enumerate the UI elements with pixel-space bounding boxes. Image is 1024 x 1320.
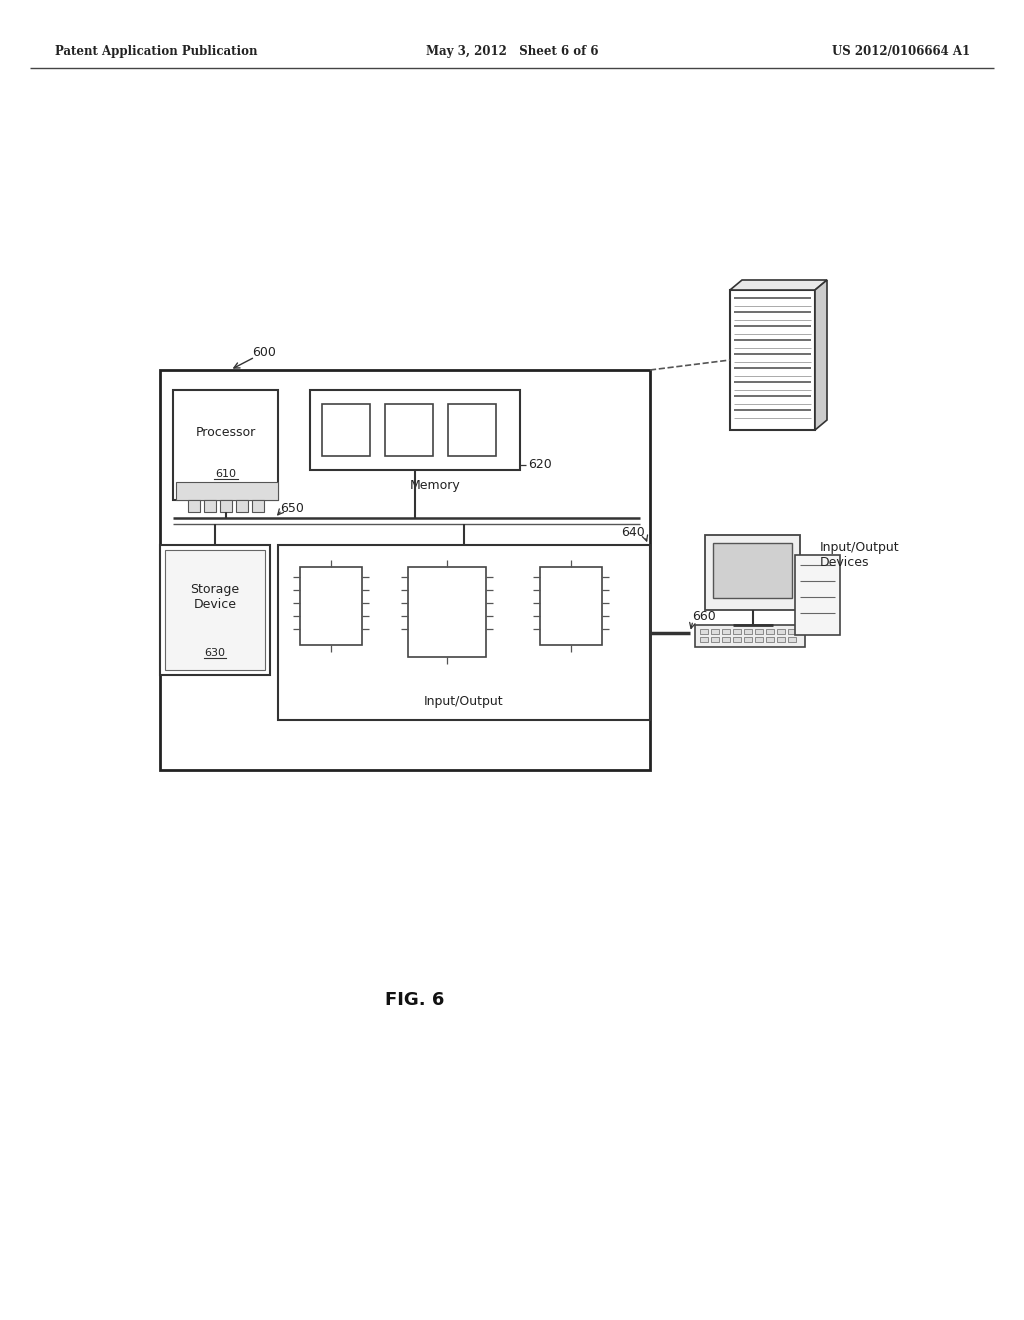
Bar: [385, 404, 433, 455]
Bar: [187, 500, 200, 512]
Bar: [219, 500, 231, 512]
Text: Input/Output
Devices: Input/Output Devices: [820, 541, 900, 569]
Bar: [766, 630, 774, 634]
Text: Processor: Processor: [196, 425, 256, 438]
Bar: [733, 630, 741, 634]
Bar: [160, 545, 270, 675]
Bar: [165, 550, 265, 671]
Text: 610: 610: [215, 469, 236, 479]
Bar: [788, 638, 796, 642]
Bar: [540, 568, 602, 645]
Bar: [755, 638, 763, 642]
Text: May 3, 2012   Sheet 6 of 6: May 3, 2012 Sheet 6 of 6: [426, 45, 598, 58]
Polygon shape: [815, 280, 827, 430]
Bar: [744, 630, 752, 634]
Text: Patent Application Publication: Patent Application Publication: [55, 45, 257, 58]
Text: FIG. 6: FIG. 6: [385, 991, 444, 1008]
Bar: [236, 500, 248, 512]
Bar: [173, 389, 278, 500]
Bar: [322, 404, 370, 455]
Bar: [795, 554, 840, 635]
Text: 620: 620: [528, 458, 552, 471]
Bar: [711, 630, 719, 634]
Bar: [300, 568, 362, 645]
Bar: [700, 630, 708, 634]
Bar: [766, 638, 774, 642]
Bar: [160, 370, 650, 770]
Bar: [310, 389, 520, 470]
Bar: [777, 630, 785, 634]
Bar: [176, 482, 278, 500]
Bar: [695, 624, 805, 647]
Text: 650: 650: [280, 502, 304, 515]
Bar: [755, 630, 763, 634]
Bar: [788, 630, 796, 634]
Text: Memory: Memory: [410, 479, 461, 492]
Bar: [408, 568, 486, 657]
Text: Storage
Device: Storage Device: [190, 583, 240, 611]
Bar: [733, 638, 741, 642]
Text: Input/Output: Input/Output: [424, 696, 504, 709]
Text: 630: 630: [205, 648, 225, 657]
Bar: [722, 630, 730, 634]
Polygon shape: [730, 280, 827, 290]
Bar: [700, 638, 708, 642]
Bar: [278, 545, 650, 719]
Bar: [711, 638, 719, 642]
Bar: [449, 404, 496, 455]
Bar: [722, 638, 730, 642]
Bar: [204, 500, 215, 512]
Bar: [730, 290, 815, 430]
Text: 640: 640: [622, 527, 645, 540]
Bar: [777, 638, 785, 642]
Bar: [744, 638, 752, 642]
Bar: [713, 543, 792, 598]
Text: 600: 600: [252, 346, 275, 359]
Bar: [252, 500, 263, 512]
Text: US 2012/0106664 A1: US 2012/0106664 A1: [831, 45, 970, 58]
Bar: [705, 535, 800, 610]
Text: 660: 660: [692, 610, 716, 623]
